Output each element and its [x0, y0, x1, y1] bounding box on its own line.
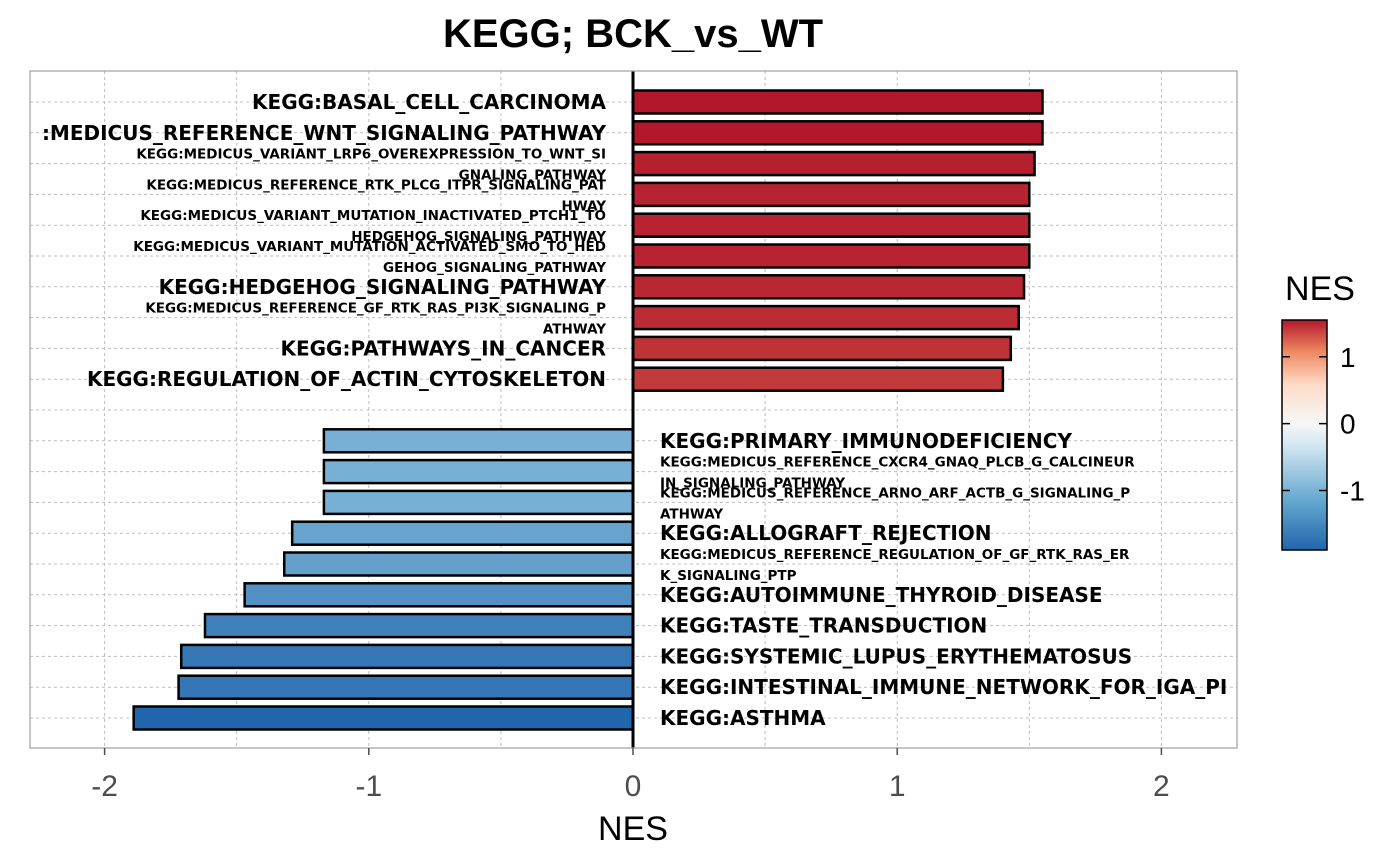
- x-tick-label: -1: [355, 770, 382, 803]
- bar: [631, 120, 1044, 146]
- bar: [631, 274, 1026, 300]
- chart-title: KEGG; BCK_vs_WT: [443, 12, 823, 56]
- x-tick-label: 0: [625, 770, 642, 803]
- x-axis-title: NES: [598, 810, 668, 848]
- bar-label: KEGG:BASAL_CELL_CARCINOMA: [252, 90, 606, 114]
- bar-label: KEGG:REGULATION_OF_ACTIN_CYTOSKELETON: [87, 367, 606, 391]
- bar-label: KEGG:MEDICUS_REFERENCE_RTK_PLCG_ITPR_SIG…: [146, 177, 606, 193]
- bar-label: KEGG:MEDICUS_REFERENCE_ARNO_ARF_ACTB_G_S…: [660, 485, 1130, 501]
- bar: [631, 243, 1031, 269]
- bar: [631, 89, 1044, 115]
- bar: [132, 705, 635, 731]
- bar-label: KEGG:PATHWAYS_IN_CANCER: [280, 336, 606, 360]
- bar: [177, 674, 635, 700]
- bar: [631, 150, 1036, 177]
- bar: [631, 335, 1013, 362]
- legend-tick-label: 1: [1340, 342, 1356, 373]
- bar-labels: KEGG:BASAL_CELL_CARCINOMA :MEDICUS_REFERE…: [42, 90, 1227, 730]
- legend-tick-label: -1: [1340, 475, 1365, 506]
- bar-label: KEGG:MEDICUS_REFERENCE_GF_RTK_RAS_PI3K_S…: [145, 301, 606, 317]
- x-tick-label: 1: [889, 770, 906, 803]
- x-axis-ticks: -2 -1 0 1 2: [91, 748, 1170, 803]
- bar-label: KEGG:ALLOGRAFT_REJECTION: [660, 521, 992, 545]
- bar-label: KEGG:HEDGEHOG_SIGNALING_PATHWAY: [159, 275, 607, 299]
- bar: [243, 582, 635, 608]
- bar: [322, 489, 635, 516]
- bar-label: IN_SIGNALING_PATHWAY: [660, 476, 845, 492]
- legend-title: NES: [1285, 270, 1355, 308]
- bar-label: KEGG:MEDICUS_VARIANT_MUTATION_INACTIVATE…: [140, 208, 606, 224]
- bar: [203, 612, 635, 639]
- bar-label: KEGG:AUTOIMMUNE_THYROID_DISEASE: [660, 583, 1103, 607]
- legend-colorbar: [1281, 319, 1328, 551]
- bar: [179, 643, 635, 670]
- bar: [631, 181, 1031, 208]
- bar-label: KEGG:MEDICUS_VARIANT_LRP6_OVEREXPRESSION…: [136, 147, 606, 163]
- bar-label: GNALING_PATHWAY: [459, 168, 607, 184]
- bar-label: KEGG:SYSTEMIC_LUPUS_ERYTHEMATOSUS: [660, 644, 1132, 668]
- bar: [290, 520, 635, 546]
- bar-label: HEDGEHOG_SIGNALING_PATHWAY: [351, 229, 606, 245]
- bar-label: HWAY: [561, 198, 606, 214]
- x-tick-label: -2: [91, 770, 118, 803]
- color-legend: NES 1 0 -1: [1281, 270, 1365, 551]
- bar-label: ATHWAY: [660, 506, 723, 522]
- bar-label: GEHOG_SIGNALING_PATHWAY: [383, 260, 606, 276]
- bar: [631, 212, 1031, 238]
- bar-label: KEGG:PRIMARY_IMMUNODEFICIENCY: [660, 429, 1072, 453]
- legend-tick-label: 0: [1340, 409, 1356, 440]
- x-tick-label: 2: [1153, 770, 1170, 803]
- legend-ticks: 1 0 -1: [1282, 342, 1365, 506]
- bar: [322, 428, 635, 454]
- bar-label: KEGG:ASTHMA: [660, 706, 826, 730]
- bar-label: KEGG:MEDICUS_REFERENCE_REGULATION_OF_GF_…: [660, 547, 1130, 563]
- bar: [283, 551, 635, 577]
- bar-label: KEGG:INTESTINAL_IMMUNE_NETWORK_FOR_IGA_P…: [660, 675, 1227, 699]
- bar-label: :MEDICUS_REFERENCE_WNT_SIGNALING_PATHWAY: [42, 121, 607, 145]
- bar: [322, 458, 635, 485]
- bar-label: KEGG:TASTE_TRANSDUCTION: [660, 614, 987, 638]
- bar-label: KEGG:MEDICUS_VARIANT_MUTATION_ACTIVATED_…: [133, 239, 606, 255]
- bar: [631, 304, 1020, 331]
- bar: [631, 366, 1005, 392]
- bar-label: K_SIGNALING_PTP: [660, 568, 797, 584]
- bar-label: ATHWAY: [543, 322, 606, 338]
- bar-label: KEGG:MEDICUS_REFERENCE_CXCR4_GNAQ_PLCB_G…: [660, 455, 1135, 471]
